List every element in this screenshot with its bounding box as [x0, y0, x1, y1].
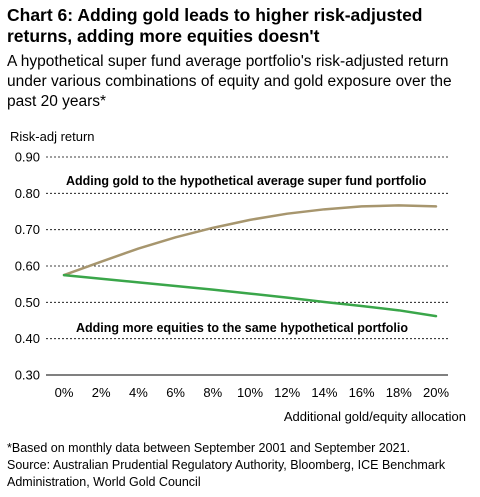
x-tick-label: 2%	[92, 385, 111, 400]
y-tick-label: 0.80	[15, 186, 40, 201]
x-axis-label: Additional gold/equity allocation	[284, 409, 466, 424]
y-tick-label: 0.30	[15, 368, 40, 383]
footnote-source: Source: Australian Prudential Regulatory…	[7, 458, 446, 489]
x-tick-label: 20%	[423, 385, 449, 400]
x-tick-label: 4%	[129, 385, 148, 400]
y-axis-ticks: 0.30 0.40 0.50 0.60 0.70 0.80 0.90	[15, 150, 40, 383]
series-line-gold	[62, 204, 438, 277]
x-tick-label: 12%	[274, 385, 300, 400]
x-axis-ticks: 0% 2% 4% 6% 8% 10% 12% 14% 16% 18% 20%	[55, 385, 450, 400]
y-tick-label: 0.90	[15, 150, 40, 165]
footnote-basis: *Based on monthly data between September…	[7, 441, 411, 455]
y-tick-label: 0.40	[15, 331, 40, 346]
footnotes: *Based on monthly data between September…	[7, 440, 477, 491]
x-tick-label: 6%	[166, 385, 185, 400]
y-axis-label: Risk-adj return	[10, 129, 95, 144]
chart-subtitle: A hypothetical super fund average portfo…	[7, 53, 452, 110]
x-tick-label: 0%	[55, 385, 74, 400]
x-tick-label: 18%	[386, 385, 412, 400]
x-tick-label: 8%	[203, 385, 222, 400]
x-tick-label: 10%	[237, 385, 263, 400]
gridlines	[46, 156, 448, 340]
x-tick-label: 14%	[311, 385, 337, 400]
line-chart: Risk-adj return 0.30 0.40 0.50 0.60 0.70 0.80…	[10, 129, 466, 424]
series-lines	[62, 204, 438, 318]
x-tick-label: 16%	[349, 385, 375, 400]
series-label-equities: Adding more equities to the same hypothe…	[76, 321, 408, 335]
y-tick-label: 0.50	[15, 295, 40, 310]
series-line-equities	[62, 273, 438, 318]
chart-title: Chart 6: Adding gold leads to higher ris…	[7, 5, 423, 46]
y-tick-label: 0.60	[15, 259, 40, 274]
y-tick-label: 0.70	[15, 222, 40, 237]
series-label-gold: Adding gold to the hypothetical average …	[66, 174, 427, 188]
